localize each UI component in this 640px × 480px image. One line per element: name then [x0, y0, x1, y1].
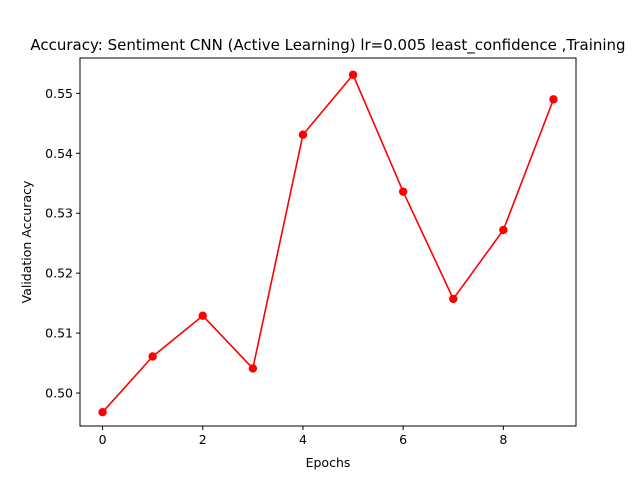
x-tick-label: 0 [99, 432, 107, 447]
y-tick-label: 0.55 [45, 86, 73, 101]
data-point [499, 225, 508, 235]
y-tick-label: 0.50 [45, 386, 73, 401]
x-tick-label: 6 [399, 432, 407, 447]
y-tick-label: 0.51 [45, 326, 73, 341]
x-tick-label: 8 [499, 432, 507, 447]
chart-title: Accuracy: Sentiment CNN (Active Learning… [30, 36, 625, 55]
data-point [148, 352, 157, 361]
x-tick-label: 2 [199, 432, 207, 447]
x-axis-ticks: 0 2 4 6 8 [99, 426, 507, 447]
data-point [398, 187, 408, 196]
data-point [298, 130, 308, 139]
data-point [549, 95, 558, 104]
axes-frame [79, 57, 577, 427]
x-axis-label: Epochs [306, 455, 351, 470]
data-point [198, 311, 207, 320]
data-point [248, 364, 258, 373]
data-point [449, 294, 458, 304]
y-axis-label: Validation Accuracy [19, 180, 34, 303]
y-tick-label: 0.52 [45, 266, 73, 281]
y-axis-ticks: 0.50 0.51 0.52 0.53 0.54 0.55 [45, 86, 80, 401]
plot-area [98, 70, 558, 417]
data-point [98, 408, 107, 417]
y-tick-label: 0.53 [45, 206, 73, 221]
series-line [101, 73, 555, 413]
y-tick-label: 0.54 [45, 146, 73, 161]
x-tick-label: 4 [299, 432, 307, 447]
data-point [348, 70, 358, 79]
